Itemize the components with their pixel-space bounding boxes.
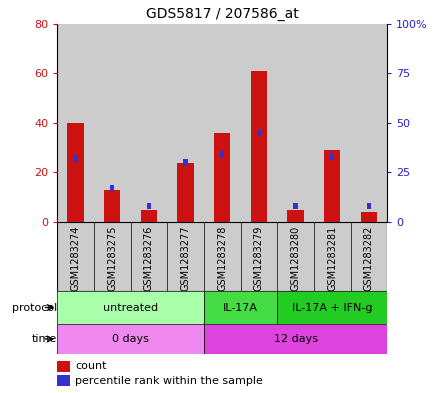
Text: protocol: protocol — [12, 303, 57, 312]
Bar — [277, 291, 387, 324]
Bar — [67, 123, 84, 222]
Text: 12 days: 12 days — [274, 334, 318, 344]
Text: 0 days: 0 days — [112, 334, 149, 344]
Bar — [57, 375, 70, 386]
Text: GSM1283279: GSM1283279 — [254, 226, 264, 291]
Text: GSM1283282: GSM1283282 — [364, 226, 374, 291]
Bar — [204, 24, 241, 222]
Text: count: count — [75, 362, 107, 371]
Text: untreated: untreated — [103, 303, 158, 312]
Text: IL-17A: IL-17A — [223, 303, 258, 312]
Bar — [257, 130, 261, 136]
Bar — [351, 24, 387, 222]
Text: GSM1283277: GSM1283277 — [180, 226, 191, 291]
Text: percentile rank within the sample: percentile rank within the sample — [75, 376, 263, 386]
Bar — [287, 209, 304, 222]
Title: GDS5817 / 207586_at: GDS5817 / 207586_at — [146, 7, 299, 21]
Bar — [214, 133, 231, 222]
Text: GSM1283281: GSM1283281 — [327, 226, 337, 291]
Bar — [204, 324, 387, 354]
Bar — [277, 24, 314, 222]
Text: GSM1283278: GSM1283278 — [217, 226, 227, 291]
Bar — [57, 291, 204, 324]
Bar — [57, 361, 70, 372]
Bar — [293, 203, 298, 209]
Bar — [183, 160, 188, 165]
Bar — [241, 24, 277, 222]
Text: GSM1283276: GSM1283276 — [144, 226, 154, 291]
Bar — [57, 324, 204, 354]
Bar — [131, 24, 167, 222]
Bar — [73, 156, 78, 162]
Text: GSM1283280: GSM1283280 — [290, 226, 301, 291]
Bar — [220, 151, 224, 158]
Bar — [177, 162, 194, 222]
Bar — [367, 203, 371, 209]
Bar — [204, 291, 277, 324]
Bar — [314, 24, 351, 222]
Bar — [147, 203, 151, 209]
Bar — [361, 212, 377, 222]
Bar — [167, 24, 204, 222]
Bar — [57, 24, 94, 222]
Bar — [330, 153, 334, 160]
Text: GSM1283275: GSM1283275 — [107, 226, 117, 291]
Bar — [324, 150, 341, 222]
Text: time: time — [32, 334, 57, 344]
Text: IL-17A + IFN-g: IL-17A + IFN-g — [292, 303, 372, 312]
Bar — [104, 190, 121, 222]
Bar — [110, 185, 114, 191]
Bar — [141, 209, 157, 222]
Bar — [94, 24, 131, 222]
Text: GSM1283274: GSM1283274 — [70, 226, 81, 291]
Bar — [251, 71, 267, 222]
